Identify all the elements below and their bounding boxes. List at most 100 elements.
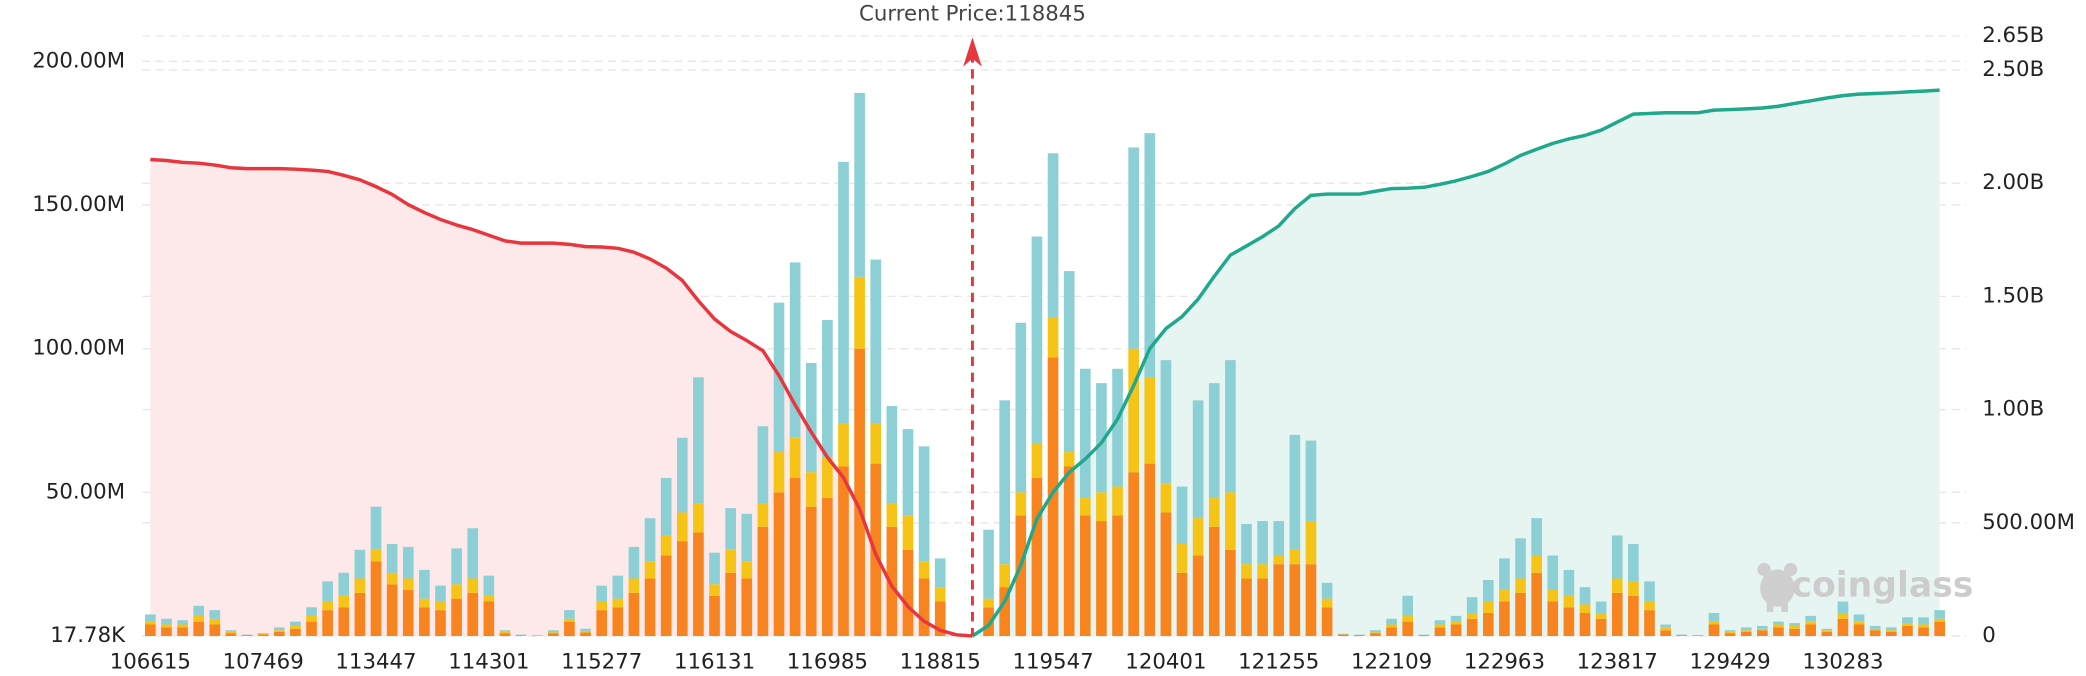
bar: [1321, 607, 1333, 636]
bar: [1096, 492, 1107, 522]
bar: [1515, 538, 1526, 579]
bar: [1595, 601, 1607, 614]
bar: [322, 581, 333, 602]
bar: [1305, 521, 1317, 565]
bar: [1192, 400, 1204, 519]
bar: [1160, 512, 1172, 636]
bar: [870, 423, 882, 464]
bar: [789, 262, 801, 438]
bar: [1821, 628, 1833, 631]
x-tick-label: 107469: [223, 650, 304, 675]
bar: [1644, 581, 1655, 602]
bar: [1192, 555, 1204, 636]
bar: [693, 503, 704, 533]
bar: [1450, 621, 1462, 625]
bar: [564, 618, 575, 622]
bar: [628, 592, 640, 636]
bar: [1773, 624, 1784, 628]
bar: [1466, 618, 1478, 636]
bar: [1676, 635, 1688, 636]
bar: [644, 518, 656, 562]
bar: [773, 492, 785, 636]
bar: [1015, 492, 1027, 516]
bar: [1547, 601, 1559, 636]
y2-tick-label: 2.65B: [1982, 23, 2044, 48]
bar: [596, 601, 608, 611]
bar: [1176, 486, 1188, 545]
bar: [1482, 613, 1494, 636]
bar: [257, 633, 269, 635]
bar: [354, 549, 366, 579]
bar: [419, 598, 430, 608]
bar: [1789, 623, 1800, 626]
bar: [273, 631, 285, 636]
bar: [1450, 624, 1462, 636]
bar: [1241, 578, 1252, 636]
bar: [741, 578, 753, 636]
bar: [676, 541, 688, 636]
bar: [564, 621, 575, 636]
bar: [1063, 466, 1075, 636]
bar: [822, 498, 833, 636]
line: [971, 88, 1940, 638]
y2-tick-label: 500.00M: [1982, 510, 2075, 535]
bar: [483, 575, 495, 596]
watermark-logo: [1757, 562, 1798, 613]
bar: [1918, 617, 1929, 625]
bar: [1869, 625, 1881, 629]
x-tick-label: 120401: [1125, 650, 1206, 675]
bar: [1402, 615, 1414, 622]
bar: [1370, 633, 1381, 636]
bar: [1531, 518, 1542, 556]
bar: [225, 630, 237, 632]
bar: [596, 585, 608, 602]
bar: [693, 377, 704, 504]
bar: [1757, 630, 1768, 636]
bar: [1434, 620, 1446, 625]
bar: [1321, 598, 1333, 608]
bar: [1337, 634, 1349, 636]
bar: [193, 605, 205, 616]
x-tick-label: 119547: [1012, 650, 1093, 675]
bar: [257, 634, 269, 636]
bar: [1128, 147, 1139, 349]
bar: [1869, 630, 1881, 636]
bar: [322, 610, 333, 636]
bar: [451, 584, 462, 599]
x-tick-label: 129429: [1690, 650, 1771, 675]
bar: [805, 472, 817, 507]
bar: [822, 319, 833, 458]
bar: [628, 546, 640, 579]
bar: [1805, 624, 1817, 636]
bar: [1789, 625, 1800, 629]
bar: [467, 528, 479, 579]
bar: [1337, 633, 1349, 635]
bar: [1660, 630, 1671, 636]
bar: [1805, 621, 1817, 625]
bar: [1724, 633, 1736, 636]
bar: [290, 621, 301, 626]
bar: [999, 587, 1011, 636]
y-tick-label: 50.00M: [46, 479, 125, 504]
bar: [1885, 630, 1897, 632]
x-tick-label: 113447: [335, 650, 416, 675]
x-tick-label: 116131: [674, 650, 755, 675]
bar: [1450, 615, 1462, 622]
bar: [306, 621, 317, 636]
bar: [1079, 368, 1091, 499]
bar: [209, 624, 221, 636]
bar: [241, 635, 253, 636]
bar: [1547, 555, 1559, 591]
bar: [1660, 627, 1671, 631]
area: [150, 159, 973, 637]
bar: [1289, 434, 1301, 550]
bar: [886, 526, 898, 636]
bar: [918, 578, 930, 636]
bar: [1466, 597, 1478, 614]
bar: [1208, 498, 1220, 527]
bar: [1837, 613, 1849, 619]
bar: [1402, 595, 1414, 616]
bar: [1934, 610, 1945, 619]
bar: [709, 552, 720, 585]
bar: [1225, 549, 1236, 636]
